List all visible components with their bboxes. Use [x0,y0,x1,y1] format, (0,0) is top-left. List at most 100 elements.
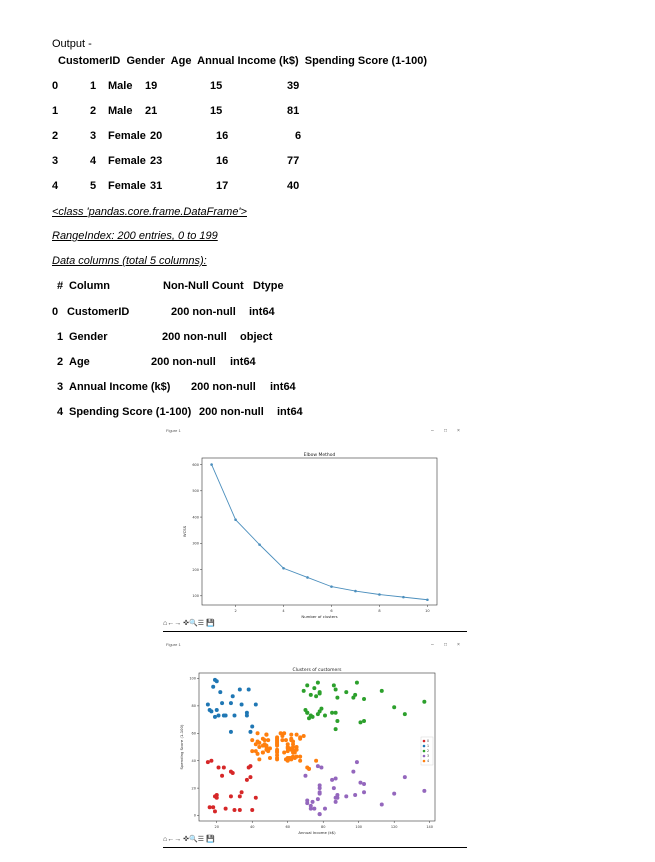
figure-toolbar[interactable]: ⌂←→ ✜🔍☰ 💾 [163,620,215,627]
cluster-1-point [230,694,235,699]
cluster-4-point [275,743,280,748]
cluster-0-point [230,771,235,776]
x-tick-label: 6 [330,609,332,613]
cluster-1-point [223,713,228,718]
df-cell-income: 16 [216,155,229,167]
df-cell-id: 3 [90,130,97,142]
maximize-button[interactable]: □ [444,428,448,434]
cluster-4-point [294,754,299,759]
info-col-i: 4 [57,406,64,418]
cluster-3-point [315,797,320,802]
cluster-4-point [260,750,265,755]
cluster-2-point [331,683,336,688]
info-col-count: 200 non-null [191,381,256,393]
cluster-2-point [333,710,338,715]
df-cell-idx: 1 [52,105,59,117]
cluster-0-point [220,773,225,778]
cluster-3-point [317,786,322,791]
cluster-4-point [294,747,299,752]
cluster-2-point [310,714,315,719]
figure-toolbar[interactable]: ⌂←→ ✜🔍☰ 💾 [163,836,215,843]
df-cell-gender: Female [108,130,146,142]
maximize-button[interactable]: □ [444,642,448,648]
info-col-name: Annual Income (k$) [69,381,171,393]
cluster-4-point [275,750,280,755]
df-cell-gender: Female [108,180,146,192]
legend-marker [422,754,426,758]
cluster-0-point [205,760,210,765]
cluster-4-point [298,758,303,763]
cluster-3-point [354,760,359,765]
close-button[interactable]: × [457,428,460,434]
df-cell-age: 23 [150,155,163,167]
x-tick-label: 8 [378,609,380,613]
cluster-2-point [308,692,313,697]
cluster-2-point [315,680,320,685]
cluster-2-point [312,686,317,691]
divider [163,847,467,848]
window-title: Figure 1 [166,642,181,647]
legend-label: 4 [427,759,429,763]
df-cell-income: 15 [210,105,223,117]
cluster-0-point [250,808,255,813]
cluster-4-point [314,758,319,763]
legend-marker [422,759,426,763]
y-tick-label: 40 [192,759,196,763]
cluster-1-point [248,729,253,734]
cluster-4-point [298,754,303,759]
cluster-3-point [351,769,356,774]
legend-box [420,736,434,766]
cluster-2-point [344,690,349,695]
minimize-button[interactable]: – [431,642,434,648]
legend-label: 3 [427,754,429,758]
cluster-1-point [246,687,251,692]
window-titlebar: Figure 1 – □ × [163,427,467,436]
cluster-4-point [257,757,262,762]
x-axis-label: Number of clusters [301,614,337,619]
cluster-2-point [335,695,340,700]
cluster-2-point [362,697,367,702]
cluster-1-point [237,687,242,692]
x-tick-label: 80 [321,825,325,829]
elbow-chart: 2 4 6 8 10 100 200 300 400 500 600 Elbow Method Numb… [182,452,438,619]
cluster-2-point [335,718,340,723]
cluster-1-point [253,702,258,707]
info-col-name: CustomerID [67,306,130,318]
y-axis-label: WCSS [182,525,187,537]
cluster-3-point [358,780,363,785]
y-tick-label: 500 [192,489,199,493]
df-cell-score: 6 [295,130,302,142]
cluster-4-point [255,731,260,736]
info-col-name: Spending Score (1-100) [69,406,192,418]
cols-line: Data columns (total 5 columns): [52,255,207,267]
info-col-dtype: int64 [277,406,303,418]
cluster-4-point [291,745,296,749]
minimize-button[interactable]: – [431,428,434,434]
info-col-dtype: object [240,331,273,343]
cluster-3-point [310,799,315,804]
cluster-3-point [362,790,367,795]
cluster-2-point [305,683,310,688]
cluster-3-point [402,775,407,780]
x-tick-label: 60 [285,825,289,829]
col-hash: # [57,280,64,292]
close-button[interactable]: × [457,642,460,648]
cluster-4-point [298,736,303,741]
cluster-3-point [392,791,397,796]
cluster-0-point [232,808,237,813]
plot-area [198,672,436,822]
cluster-3-point [362,782,367,786]
elbow-point [282,566,285,570]
df-cell-age: 31 [150,180,163,192]
cluster-0-point [221,765,226,770]
figure-window-clusters: Figure 1 – □ × 20 40 60 80 100 120 140 0 20 40 60 8… [163,641,467,849]
cluster-3-point [317,791,322,796]
cluster-4-point [285,742,290,747]
cluster-3-point [303,773,308,778]
cluster-0-point [214,795,219,800]
info-col-count: 200 non-null [162,331,227,343]
divider [163,631,467,632]
x-tick-label: 100 [355,825,362,829]
info-col-name: Gender [69,331,108,343]
x-tick-label: 20 [215,825,219,829]
